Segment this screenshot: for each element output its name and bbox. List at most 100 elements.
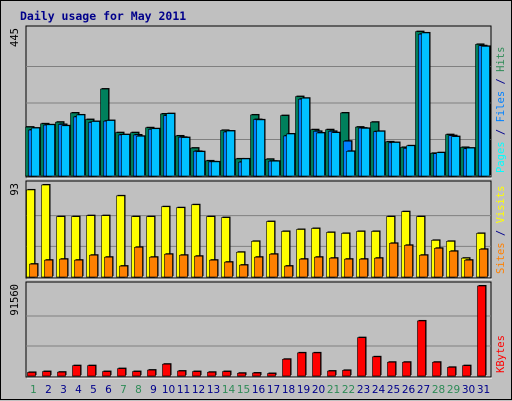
bar-pages-day-23 bbox=[361, 128, 370, 177]
bar-kbytes-day-31 bbox=[477, 285, 486, 377]
x-tick-label-day-25: 25 bbox=[387, 384, 400, 396]
bar-pages-day-22 bbox=[346, 151, 355, 177]
legend-pages-files-hits: Pages / Files / Hits bbox=[495, 47, 507, 173]
bar-pages-day-3 bbox=[61, 125, 70, 177]
bar-sites-day-8 bbox=[134, 247, 143, 278]
x-tick-label-day-14: 14 bbox=[222, 384, 236, 396]
bar-kbytes-day-16 bbox=[252, 372, 261, 377]
bar-pages-day-9 bbox=[151, 128, 160, 177]
bar-sites-day-25 bbox=[389, 243, 398, 278]
x-tick-label-day-20: 20 bbox=[312, 384, 325, 396]
bar-sites-day-10 bbox=[164, 253, 173, 278]
bar-sites-day-1 bbox=[29, 263, 38, 278]
x-tick-label-day-7: 7 bbox=[120, 384, 127, 396]
bar-pages-day-24 bbox=[376, 131, 385, 177]
legend-entry: Sites bbox=[495, 242, 507, 274]
bar-sites-day-17 bbox=[269, 253, 278, 278]
bar-pages-day-4 bbox=[76, 114, 85, 177]
legend-entry: Hits bbox=[495, 47, 507, 72]
bar-kbytes-day-22 bbox=[342, 370, 351, 377]
bar-sites-day-30 bbox=[464, 259, 473, 278]
x-tick-label-day-5: 5 bbox=[90, 384, 97, 396]
x-tick-label-day-22: 22 bbox=[342, 384, 355, 396]
bar-pages-day-19 bbox=[301, 97, 310, 177]
legend-kbytes: KBytes bbox=[495, 335, 507, 373]
bar-pages-day-30 bbox=[466, 147, 475, 177]
bar-kbytes-day-5 bbox=[87, 365, 96, 377]
bar-sites-day-14 bbox=[224, 261, 233, 278]
bar-kbytes-day-8 bbox=[132, 371, 141, 377]
bar-kbytes-day-19 bbox=[297, 352, 306, 377]
bar-pages-day-13 bbox=[211, 161, 220, 177]
x-tick-label-day-21: 21 bbox=[327, 384, 340, 396]
legend-entry: / bbox=[495, 223, 507, 242]
bar-kbytes-day-11 bbox=[177, 370, 186, 377]
x-tick-label-day-10: 10 bbox=[162, 384, 175, 396]
bar-pages-day-18 bbox=[286, 133, 295, 177]
bar-sites-day-20 bbox=[314, 256, 323, 278]
bar-sites-day-24 bbox=[374, 257, 383, 278]
bar-sites-day-26 bbox=[404, 245, 413, 278]
legend-entry: Pages bbox=[495, 141, 507, 173]
bar-kbytes-day-21 bbox=[327, 370, 336, 377]
bar-pages-day-7 bbox=[121, 134, 130, 177]
bar-kbytes-day-14 bbox=[222, 371, 231, 377]
bar-kbytes-day-17 bbox=[267, 373, 276, 377]
bar-sites-day-3 bbox=[59, 258, 68, 278]
x-tick-label-day-1: 1 bbox=[30, 384, 37, 396]
bar-kbytes-day-30 bbox=[462, 365, 471, 377]
bar-sites-day-21 bbox=[329, 257, 338, 278]
y-max-label: 93 bbox=[9, 183, 21, 196]
bar-pages-day-10 bbox=[166, 113, 175, 177]
bar-kbytes-day-1 bbox=[27, 372, 36, 377]
x-tick-label-day-24: 24 bbox=[372, 384, 386, 396]
x-tick-label-day-2: 2 bbox=[45, 384, 52, 396]
bar-sites-day-27 bbox=[419, 254, 428, 278]
x-tick-label-day-3: 3 bbox=[60, 384, 67, 396]
x-tick-label-day-16: 16 bbox=[252, 384, 266, 396]
bar-sites-day-15 bbox=[239, 264, 248, 278]
bar-pages-day-1 bbox=[31, 127, 40, 177]
bar-pages-day-6 bbox=[106, 120, 115, 177]
bar-sites-day-28 bbox=[434, 248, 443, 278]
x-tick-label-day-4: 4 bbox=[75, 384, 82, 396]
bar-pages-day-8 bbox=[136, 136, 145, 177]
bar-kbytes-day-25 bbox=[387, 361, 396, 377]
bar-kbytes-day-4 bbox=[72, 365, 81, 377]
bar-kbytes-day-23 bbox=[357, 337, 366, 377]
bar-kbytes-day-2 bbox=[42, 371, 51, 377]
x-tick-label-day-28: 28 bbox=[432, 384, 445, 396]
panel-frame bbox=[25, 281, 492, 378]
chart-title: Daily usage for May 2011 bbox=[20, 9, 187, 23]
bar-pages-day-2 bbox=[46, 124, 55, 177]
bar-pages-day-15 bbox=[241, 158, 250, 177]
bar-pages-day-27 bbox=[421, 32, 430, 177]
x-tick-label-day-29: 29 bbox=[447, 384, 460, 396]
bar-pages-day-31 bbox=[481, 46, 490, 177]
bar-pages-day-14 bbox=[226, 130, 235, 177]
bar-kbytes-day-7 bbox=[117, 368, 126, 377]
x-tick-label-day-6: 6 bbox=[105, 384, 112, 396]
x-tick-label-day-19: 19 bbox=[297, 384, 310, 396]
x-tick-label-day-30: 30 bbox=[462, 384, 475, 396]
bar-kbytes-day-12 bbox=[192, 371, 201, 377]
bar-kbytes-day-9 bbox=[147, 369, 156, 377]
x-tick-label-day-23: 23 bbox=[357, 384, 370, 396]
legend-sites-visits: Sites / Visits bbox=[495, 185, 507, 274]
bar-pages-day-20 bbox=[316, 132, 325, 177]
x-tick-label-day-15: 15 bbox=[237, 384, 250, 396]
bar-kbytes-day-29 bbox=[447, 367, 456, 377]
bar-pages-day-25 bbox=[391, 142, 400, 177]
x-tick-label-day-18: 18 bbox=[282, 384, 295, 396]
y-max-label: 445 bbox=[9, 28, 21, 47]
x-tick-label-day-31: 31 bbox=[477, 384, 490, 396]
bar-sites-day-18 bbox=[284, 265, 293, 278]
legend-entry: Files bbox=[495, 91, 507, 123]
bar-kbytes-day-18 bbox=[282, 358, 291, 377]
bar-sites-day-11 bbox=[179, 254, 188, 278]
bar-kbytes-day-3 bbox=[57, 371, 66, 377]
legend-entry: Visits bbox=[495, 185, 507, 223]
x-tick-label-day-8: 8 bbox=[135, 384, 142, 396]
